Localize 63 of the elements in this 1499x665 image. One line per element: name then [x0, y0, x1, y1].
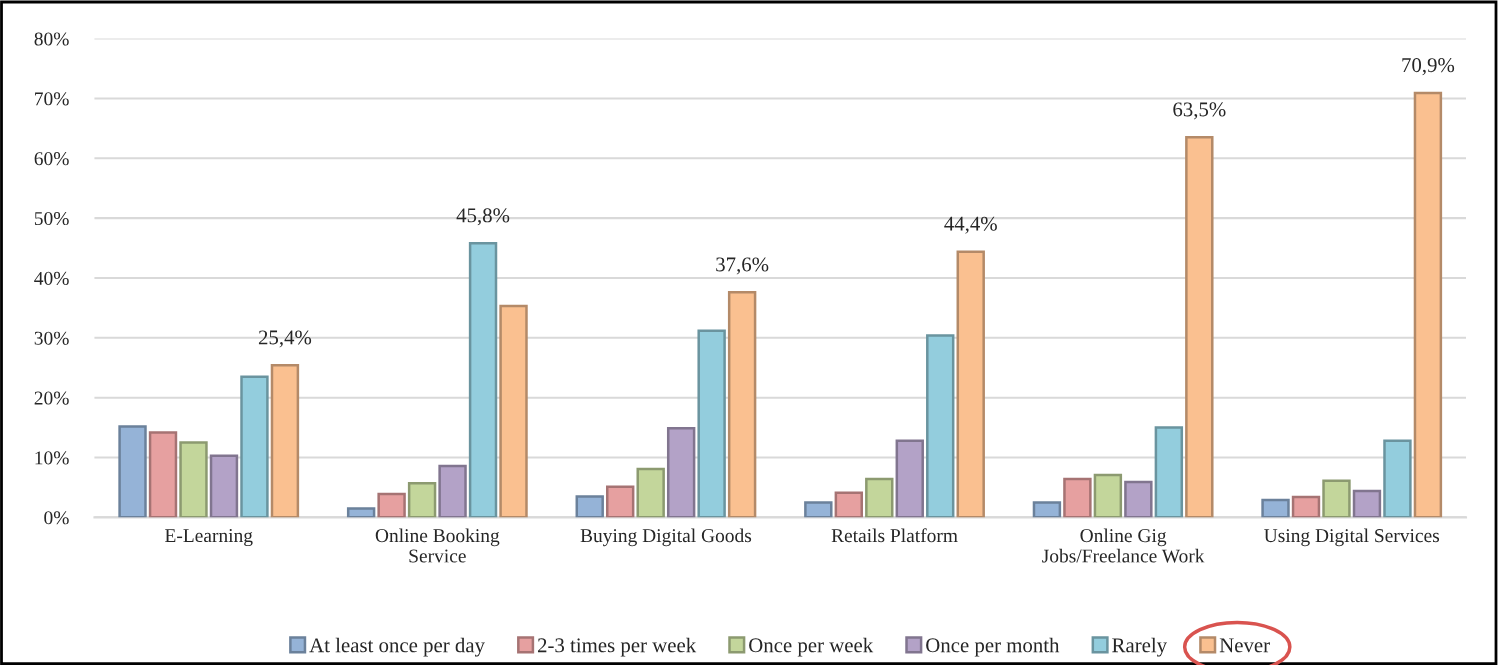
- bar: [1413, 91, 1443, 518]
- bar: [606, 485, 635, 518]
- x-tick-label: Using Digital Services: [1264, 528, 1440, 547]
- y-tick-label: 30%: [34, 331, 69, 345]
- bar: [407, 482, 437, 518]
- y-tick-label: 0%: [44, 511, 69, 525]
- bar: [1124, 480, 1153, 518]
- bar: [209, 454, 239, 518]
- x-tick-label: Retails Platform: [831, 528, 958, 543]
- bar: [804, 501, 833, 518]
- bar: [1032, 501, 1062, 518]
- bar: [575, 495, 604, 518]
- bar: [270, 364, 300, 518]
- x-tick-label: Online Gig Jobs/Freelance Work: [1042, 528, 1205, 563]
- bar: [1185, 136, 1214, 518]
- y-tick-label: 50%: [34, 211, 69, 226]
- legend-label: 2-3 times per week: [537, 637, 697, 657]
- bar: [499, 304, 528, 518]
- data-label: 70,9%: [1402, 58, 1455, 76]
- bar: [346, 507, 376, 518]
- data-label: 63,5%: [1173, 102, 1226, 120]
- bar: [727, 291, 757, 518]
- bar: [1352, 489, 1382, 518]
- bar: [438, 464, 467, 518]
- y-tick-label: 80%: [34, 32, 69, 46]
- data-label: 25,4%: [258, 330, 312, 348]
- bar: [118, 425, 147, 518]
- bar: [240, 375, 269, 518]
- bar: [636, 467, 665, 518]
- y-tick-label: 10%: [35, 451, 69, 465]
- bar: [179, 441, 208, 518]
- bar: [834, 491, 864, 518]
- legend-label: Rarely: [1112, 637, 1168, 657]
- bar: [468, 242, 498, 518]
- y-tick-label: 60%: [34, 152, 69, 166]
- bar: [1291, 495, 1321, 518]
- x-tick-label: Online Booking Service: [375, 528, 500, 563]
- x-tick-label: E-Learning: [165, 529, 253, 547]
- legend-label: Once per month: [926, 637, 1060, 657]
- bar: [1383, 439, 1412, 518]
- data-label: 44,4%: [944, 216, 997, 234]
- bar: [956, 250, 985, 518]
- bar: [666, 426, 696, 518]
- data-label: 37,6%: [716, 257, 769, 275]
- y-tick-label: 70%: [35, 92, 69, 106]
- bar: [1063, 477, 1092, 518]
- bar: [926, 334, 955, 518]
- bar: [895, 439, 924, 518]
- legend-label: Once per week: [749, 637, 874, 657]
- legend-label: At least once per day: [309, 637, 485, 657]
- data-label: 45,8%: [456, 208, 510, 226]
- bar: [1261, 498, 1290, 518]
- bar: [148, 431, 178, 518]
- bar: [697, 329, 726, 518]
- bar: [1093, 473, 1123, 518]
- bar: [1322, 479, 1351, 518]
- bar: [377, 492, 406, 518]
- bar: [865, 477, 894, 518]
- y-tick-label: 20%: [34, 391, 69, 405]
- x-tick-label: Buying Digital Goods: [580, 528, 752, 547]
- legend-label: Never: [1219, 638, 1270, 653]
- bar: [1154, 426, 1184, 518]
- y-tick-label: 40%: [34, 271, 69, 285]
